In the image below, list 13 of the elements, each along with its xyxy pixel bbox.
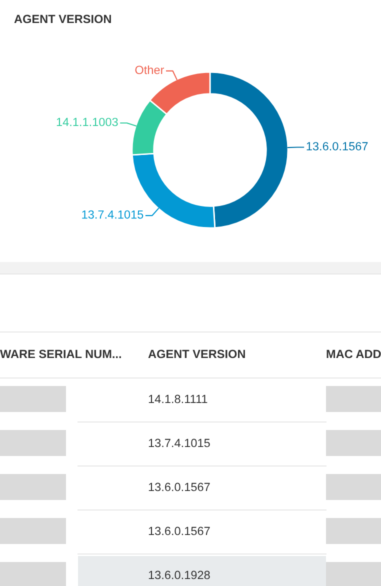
category-label: WARE SERIAL NUM... — [0, 350, 121, 358]
category-label: AGENT VERSION — [148, 350, 245, 358]
text: 13.6.0.1928 — [148, 570, 210, 580]
chart-title: AGENT VERSION — [14, 14, 111, 24]
text: 14.1.8.1111 — [148, 394, 208, 404]
slice-label: Other — [135, 65, 164, 74]
slice-label: 13.7.4.1015 — [82, 210, 144, 219]
slice-label: 13.6.0.1567 — [306, 142, 368, 150]
category-label: MAC ADD — [326, 350, 381, 358]
text: 13.6.0.1567 — [148, 526, 210, 536]
text: 13.7.4.1015 — [148, 438, 210, 448]
slice-label: 14.1.1.1003 — [56, 118, 118, 126]
text: 13.6.0.1567 — [148, 482, 210, 492]
